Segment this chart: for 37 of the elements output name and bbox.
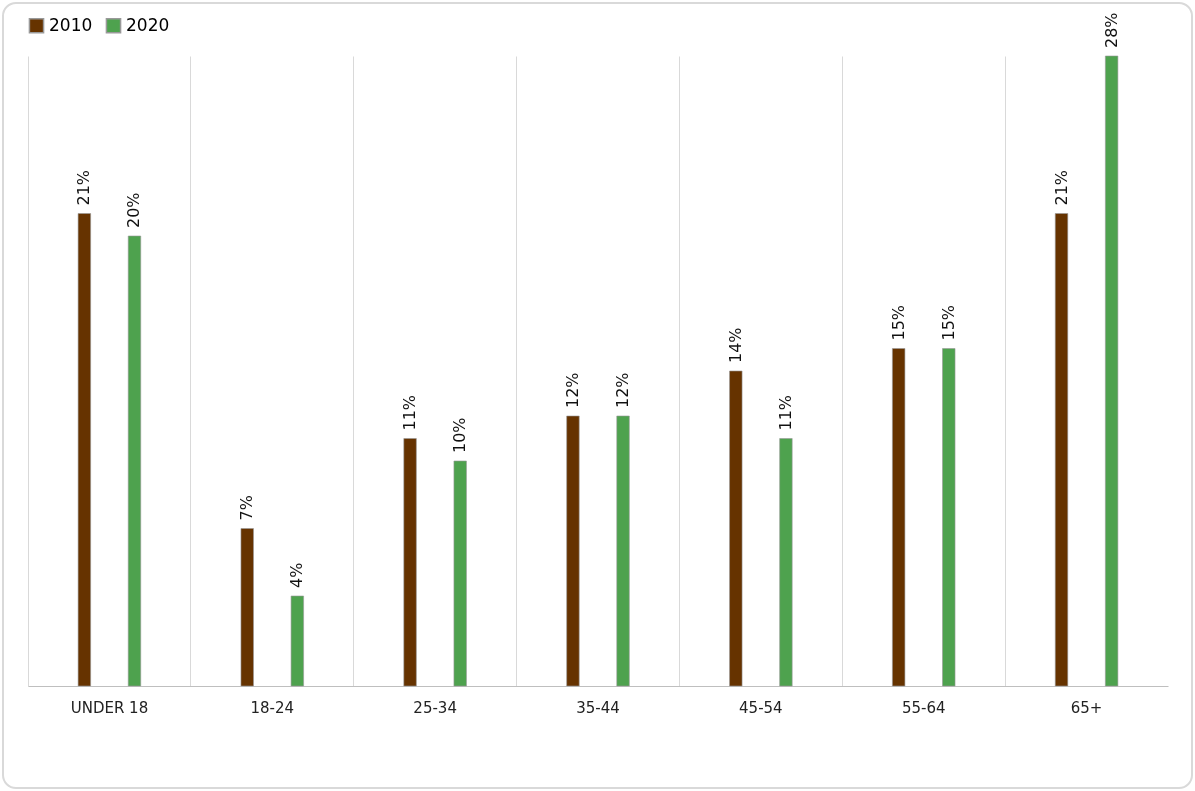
x-tick-label: UNDER 18 <box>70 698 149 717</box>
bar <box>240 528 254 687</box>
x-tick-label: 55-64 <box>901 698 946 717</box>
x-tick-label: 45-54 <box>739 698 783 717</box>
x-tick-label: 35-44 <box>576 698 620 717</box>
bar <box>453 460 467 687</box>
data-label: 15% <box>888 304 908 341</box>
x-tick-label: 65+ <box>1070 698 1103 717</box>
bar <box>892 348 906 687</box>
bar <box>779 438 793 687</box>
data-label: 7% <box>237 495 257 521</box>
bar <box>729 370 743 687</box>
x-tick-label: 25-34 <box>413 698 457 717</box>
bar <box>942 348 956 687</box>
x-tick-label: 18-24 <box>250 698 295 717</box>
bar <box>1105 55 1119 687</box>
bar <box>290 595 304 687</box>
data-label: 21% <box>1051 169 1071 206</box>
data-label: 4% <box>287 562 307 588</box>
data-label: 14% <box>725 327 745 363</box>
data-label: 21% <box>74 169 94 206</box>
data-label: 11% <box>775 394 795 431</box>
bar <box>566 415 580 687</box>
bar <box>403 438 417 687</box>
data-label: 12% <box>562 372 582 408</box>
data-label: 12% <box>613 372 633 408</box>
data-label: 11% <box>400 394 420 431</box>
bar <box>77 213 91 687</box>
bar <box>616 415 630 687</box>
data-label: 10% <box>450 417 470 453</box>
bar <box>1054 213 1069 687</box>
data-label: 20% <box>124 192 144 228</box>
legend-label: 2010 <box>49 14 93 35</box>
legend-label: 2020 <box>126 14 170 35</box>
bar <box>127 235 142 687</box>
data-label: 15% <box>938 304 958 341</box>
data-label: 28% <box>1101 12 1121 48</box>
